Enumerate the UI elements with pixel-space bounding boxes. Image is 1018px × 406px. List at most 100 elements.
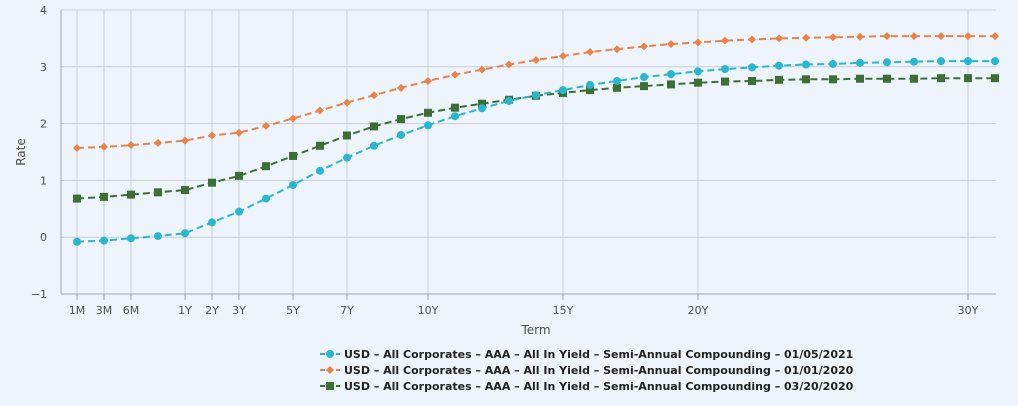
data-point[interactable]	[829, 33, 837, 42]
data-point[interactable]	[775, 61, 783, 70]
data-point[interactable]	[316, 141, 324, 150]
data-point[interactable]	[478, 104, 486, 113]
data-point[interactable]	[721, 65, 729, 74]
data-point[interactable]	[964, 74, 972, 83]
data-point[interactable]	[694, 38, 702, 47]
data-point[interactable]	[343, 131, 351, 140]
data-point[interactable]	[181, 229, 189, 238]
data-point[interactable]	[586, 80, 594, 89]
legend-item-3[interactable]: USD – All Corporates – AAA – All In Yiel…	[320, 380, 854, 393]
data-point[interactable]	[478, 65, 486, 74]
data-point[interactable]	[316, 106, 324, 115]
data-point[interactable]	[586, 86, 594, 95]
data-point[interactable]	[451, 70, 459, 79]
data-point[interactable]	[883, 32, 891, 41]
legend-marker[interactable]	[326, 382, 334, 390]
data-point[interactable]	[910, 74, 918, 83]
data-point[interactable]	[208, 178, 216, 187]
data-point[interactable]	[694, 67, 702, 76]
data-point[interactable]	[748, 77, 756, 85]
data-point[interactable]	[235, 207, 243, 216]
data-point[interactable]	[613, 77, 621, 85]
data-point[interactable]	[721, 77, 729, 86]
data-point[interactable]	[343, 98, 351, 107]
legend-item-1[interactable]: USD – All Corporates – AAA – All In Yiel…	[320, 348, 853, 361]
data-point[interactable]	[640, 42, 648, 51]
data-point[interactable]	[370, 141, 378, 150]
legend[interactable]: USD – All Corporates – AAA – All In Yiel…	[320, 348, 854, 393]
data-point[interactable]	[262, 162, 270, 171]
data-point[interactable]	[370, 122, 378, 131]
legend-marker[interactable]	[326, 350, 334, 358]
legend-marker[interactable]	[326, 366, 334, 374]
data-point[interactable]	[829, 59, 837, 68]
data-point[interactable]	[505, 96, 513, 105]
data-point[interactable]	[397, 115, 405, 124]
data-point[interactable]	[100, 142, 108, 151]
data-point[interactable]	[100, 236, 108, 245]
data-point[interactable]	[559, 52, 567, 61]
data-point[interactable]	[910, 57, 918, 66]
data-point[interactable]	[937, 74, 945, 83]
data-point[interactable]	[991, 57, 999, 66]
data-point[interactable]	[640, 82, 648, 91]
data-point[interactable]	[127, 190, 135, 199]
data-point[interactable]	[532, 55, 540, 64]
data-point[interactable]	[289, 151, 297, 160]
data-point[interactable]	[424, 77, 432, 85]
data-point[interactable]	[937, 57, 945, 66]
data-point[interactable]	[235, 171, 243, 180]
data-point[interactable]	[532, 91, 540, 100]
data-point[interactable]	[73, 144, 81, 153]
data-point[interactable]	[640, 73, 648, 82]
data-point[interactable]	[208, 218, 216, 227]
data-point[interactable]	[127, 234, 135, 243]
data-point[interactable]	[883, 74, 891, 83]
data-point[interactable]	[451, 112, 459, 121]
data-point[interactable]	[127, 141, 135, 150]
data-point[interactable]	[262, 121, 270, 130]
data-point[interactable]	[154, 138, 162, 147]
data-point[interactable]	[397, 130, 405, 139]
data-point[interactable]	[775, 75, 783, 84]
data-point[interactable]	[73, 237, 81, 246]
data-point[interactable]	[964, 32, 972, 41]
data-point[interactable]	[559, 86, 567, 95]
data-point[interactable]	[883, 58, 891, 67]
data-point[interactable]	[667, 80, 675, 89]
data-point[interactable]	[856, 32, 864, 41]
data-point[interactable]	[73, 194, 81, 203]
data-point[interactable]	[289, 114, 297, 123]
data-point[interactable]	[181, 186, 189, 195]
data-point[interactable]	[802, 60, 810, 69]
data-point[interactable]	[829, 75, 837, 84]
data-point[interactable]	[208, 131, 216, 140]
data-point[interactable]	[613, 45, 621, 54]
data-point[interactable]	[424, 121, 432, 130]
data-point[interactable]	[424, 108, 432, 117]
data-point[interactable]	[694, 78, 702, 87]
data-point[interactable]	[370, 91, 378, 100]
data-point[interactable]	[289, 180, 297, 189]
data-point[interactable]	[586, 48, 594, 57]
data-point[interactable]	[613, 83, 621, 92]
data-point[interactable]	[154, 232, 162, 241]
data-point[interactable]	[397, 83, 405, 92]
data-point[interactable]	[667, 40, 675, 49]
data-point[interactable]	[235, 128, 243, 137]
data-point[interactable]	[802, 33, 810, 42]
data-point[interactable]	[154, 188, 162, 197]
data-point[interactable]	[262, 194, 270, 203]
data-point[interactable]	[910, 32, 918, 41]
data-point[interactable]	[802, 75, 810, 84]
legend-item-2[interactable]: USD – All Corporates – AAA – All In Yiel…	[320, 364, 854, 377]
data-point[interactable]	[478, 99, 486, 108]
data-point[interactable]	[856, 58, 864, 67]
data-point[interactable]	[316, 166, 324, 175]
data-point[interactable]	[937, 32, 945, 41]
data-point[interactable]	[775, 34, 783, 43]
data-point[interactable]	[100, 192, 108, 201]
data-point[interactable]	[991, 32, 999, 41]
data-point[interactable]	[721, 36, 729, 45]
data-point[interactable]	[748, 35, 756, 44]
